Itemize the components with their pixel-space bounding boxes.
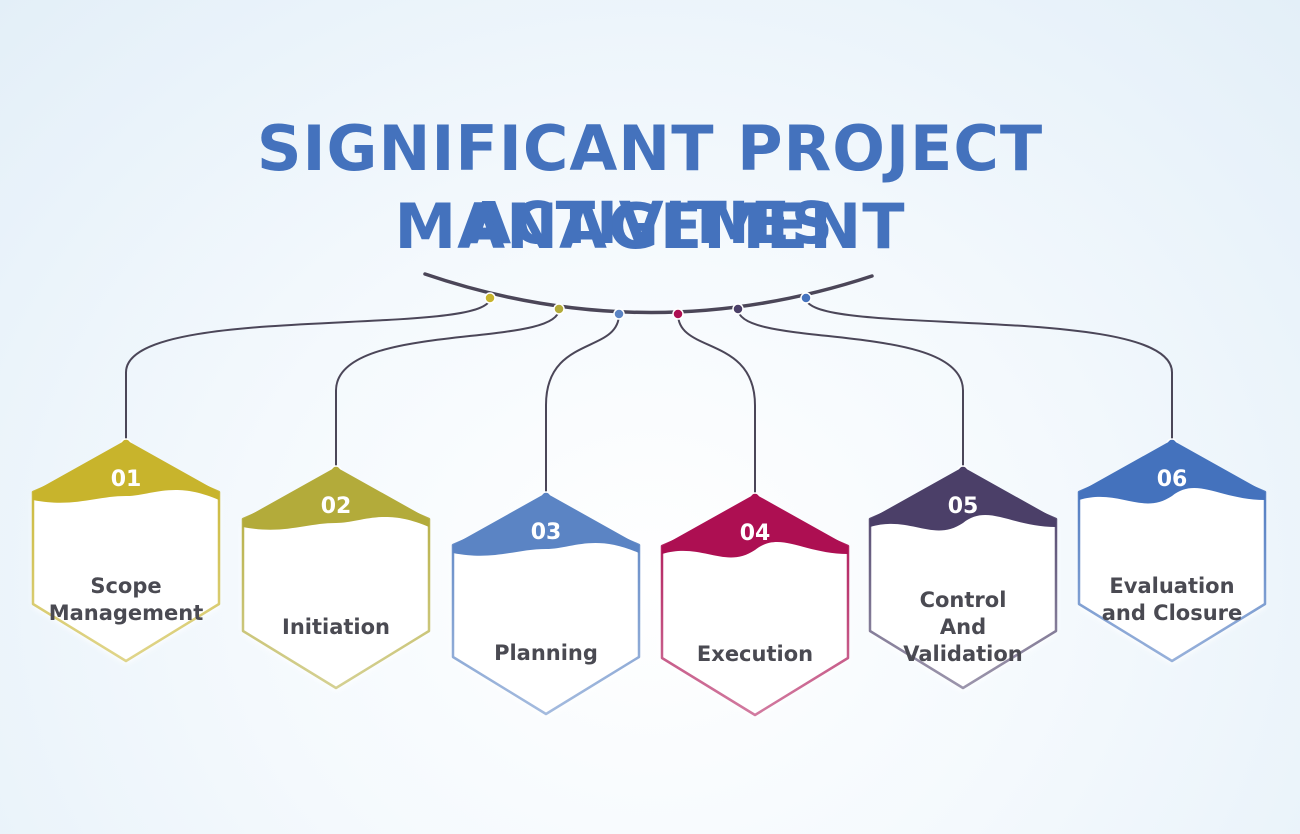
connector-line — [737, 308, 964, 468]
activity-label: Scope — [90, 574, 162, 598]
hub-dot — [732, 303, 744, 315]
hub-dot — [553, 303, 565, 315]
hexagon-cap — [870, 467, 1056, 531]
connector-line — [677, 313, 756, 495]
activity-hexagon — [660, 494, 850, 718]
hub-dot — [484, 292, 496, 304]
activity-label: And — [939, 614, 987, 639]
activity-label: Planning — [494, 640, 598, 665]
activity-number: 03 — [530, 520, 562, 545]
activity-number: 02 — [320, 494, 352, 519]
hexagon-cap — [1079, 440, 1265, 504]
activity-label: Execution — [696, 641, 814, 666]
activity-number: 05 — [947, 494, 979, 519]
hexagon-cap — [453, 493, 639, 556]
hexagon-cap — [662, 494, 848, 558]
hub-dot — [613, 308, 625, 320]
page-title: SIGNIFICANT PROJECT MANAGEMENT — [256, 112, 1044, 263]
hexagon-cap — [33, 440, 219, 503]
activity-label: Initiation — [282, 614, 390, 639]
activity-number: 06 — [1156, 467, 1188, 492]
page-title-continued: ACTIVITIES — [466, 189, 834, 257]
connector-line — [805, 297, 1173, 441]
hub-arc — [423, 272, 874, 315]
hub-dot — [800, 292, 812, 304]
activity-label: and Closure — [1101, 601, 1243, 625]
activity-number: 04 — [739, 521, 771, 546]
activity-hexagon — [241, 467, 431, 691]
connector-line — [545, 313, 620, 494]
activity-label: Management — [48, 601, 204, 625]
hub-dot — [672, 308, 684, 320]
activity-hexagon — [31, 440, 221, 664]
activity-label: Validation — [903, 641, 1023, 666]
hexagon-cap — [243, 467, 429, 530]
connector-line — [125, 297, 491, 441]
activity-label: Evaluation — [1109, 574, 1235, 598]
activity-hexagon — [451, 493, 641, 717]
activity-hexagon — [868, 467, 1058, 691]
connector-lines — [120, 292, 1178, 504]
activity-number: 01 — [110, 467, 142, 492]
activity-label: Control — [919, 587, 1007, 612]
activity-hexagons — [31, 440, 1267, 718]
connector-line — [335, 308, 560, 468]
activity-hexagon — [1077, 440, 1267, 664]
